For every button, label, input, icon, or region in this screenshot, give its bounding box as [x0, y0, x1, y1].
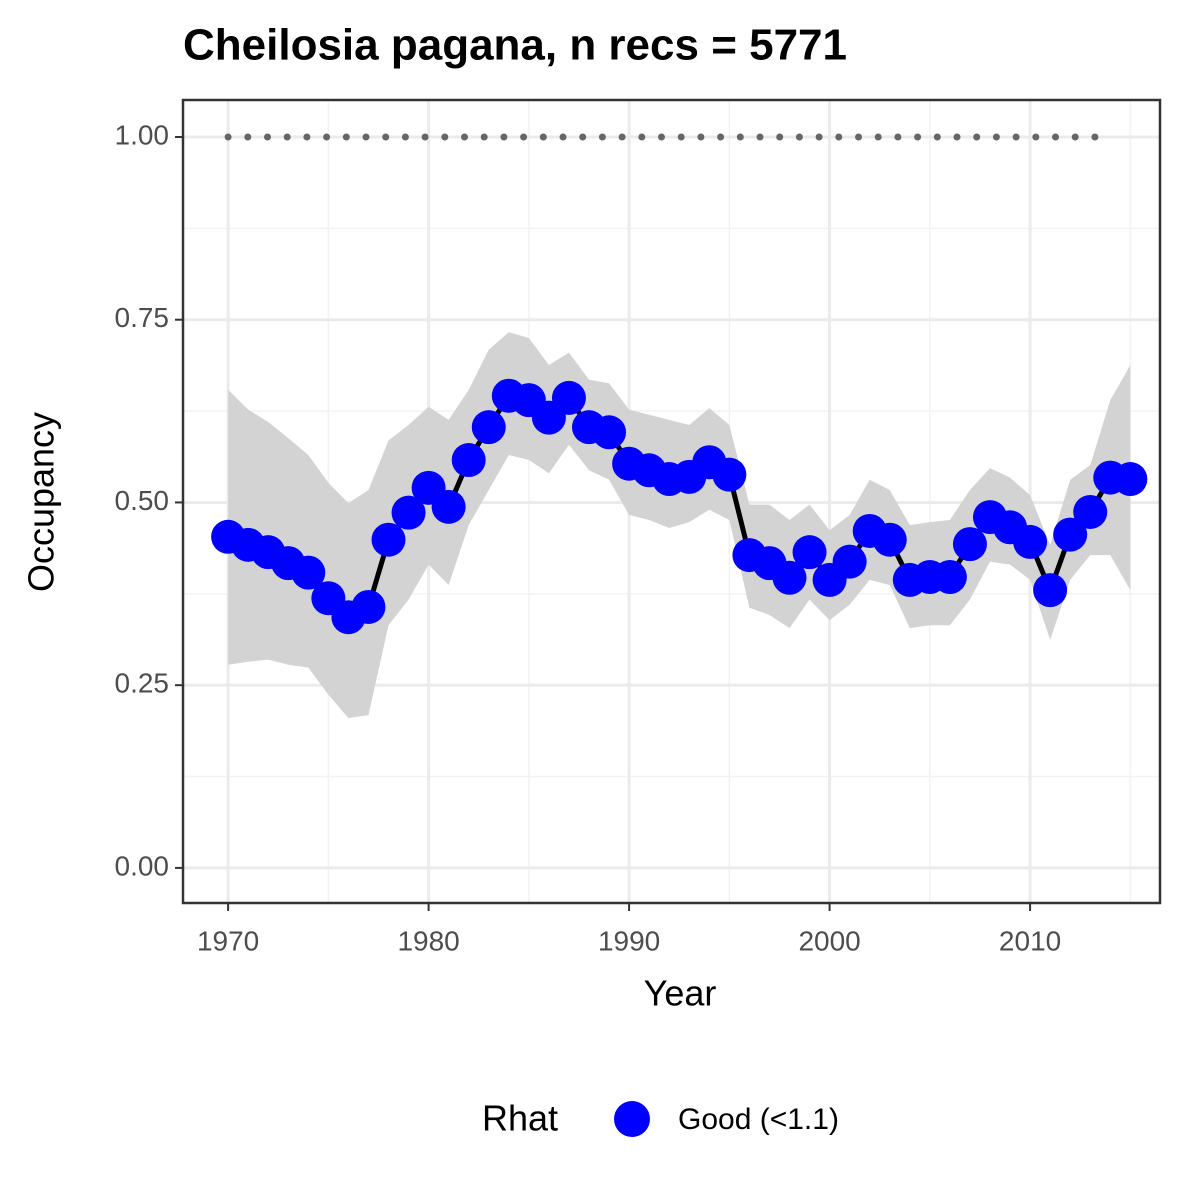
point [592, 415, 627, 450]
y-tick-label: 0.25 [115, 668, 170, 699]
y-tick-label: 0.50 [115, 485, 170, 516]
x-tick-label: 1980 [397, 925, 459, 956]
point [1113, 462, 1148, 497]
x-axis-title: Year [644, 973, 717, 1014]
point [792, 535, 827, 570]
point [371, 522, 406, 557]
x-tick-label: 1990 [598, 925, 660, 956]
point [1033, 573, 1068, 608]
x-tick-label: 1970 [197, 925, 259, 956]
point [431, 489, 466, 524]
y-axis-title: Occupancy [21, 412, 62, 592]
y-tick-label: 1.00 [115, 119, 170, 150]
point [451, 443, 486, 478]
point [351, 589, 386, 624]
legend-swatch [614, 1101, 650, 1137]
point [471, 410, 506, 445]
y-tick-label: 0.00 [115, 850, 170, 881]
point [1053, 517, 1088, 552]
x-tick-label: 2000 [798, 925, 860, 956]
legend-label: Good (<1.1) [678, 1103, 839, 1136]
point [832, 544, 867, 579]
y-tick-label: 0.75 [115, 302, 170, 333]
point [551, 380, 586, 415]
point [712, 457, 747, 492]
point [872, 522, 907, 557]
x-tick-label: 2010 [999, 925, 1061, 956]
point [291, 555, 326, 590]
point [1013, 524, 1048, 559]
point [952, 527, 987, 562]
point [772, 560, 807, 595]
legend-title: Rhat [482, 1098, 558, 1139]
chart-title: Cheilosia pagana, n recs = 5771 [183, 21, 847, 70]
point [932, 560, 967, 595]
plot-border [181, 98, 1162, 905]
confidence-band [228, 332, 1131, 719]
point [391, 495, 426, 530]
point [1073, 494, 1108, 529]
